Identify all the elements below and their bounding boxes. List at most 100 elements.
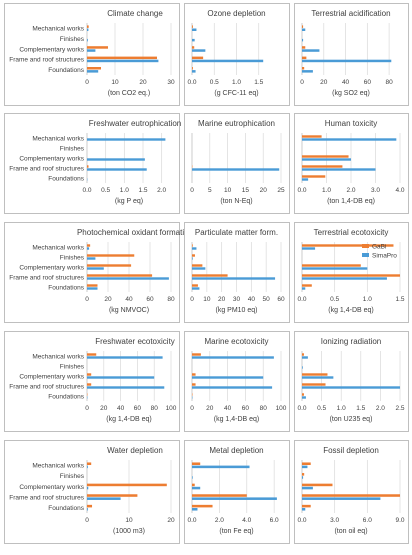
category-label: Foundations <box>48 505 85 512</box>
panel-title: Freshwater ecotoxicity <box>95 337 175 346</box>
chart-panel: Metal depletion 0.0 2.0 4.0 6.0 (ton Fe eq) <box>185 441 290 544</box>
panel-title: Water depletion <box>107 446 163 455</box>
tick-label: 6.0 <box>270 517 279 524</box>
tick-label: 2.0 <box>157 187 166 194</box>
category-label: Complementary works <box>19 155 84 162</box>
bar-simapro <box>192 70 196 72</box>
bar-gabi <box>192 67 193 69</box>
bar-simapro <box>192 277 275 279</box>
category-label: Complementary works <box>19 264 84 271</box>
category-label: Foundations <box>48 175 85 182</box>
bar-simapro <box>192 39 195 41</box>
bar-simapro <box>87 497 121 500</box>
category-label: Frame and roof structures <box>9 494 85 501</box>
bar-simapro <box>192 168 279 170</box>
bar-simapro <box>87 257 95 259</box>
tick-label: 1.0 <box>120 187 129 194</box>
panel-title: Fossil depletion <box>323 446 379 455</box>
bar-simapro <box>87 49 95 51</box>
bar-gabi <box>87 46 108 48</box>
tick-label: 2.0 <box>376 405 385 412</box>
bar-simapro <box>87 247 89 249</box>
bar-simapro <box>192 267 205 269</box>
panel-border <box>5 223 180 323</box>
bar-simapro <box>302 287 305 289</box>
tick-label: 25 <box>277 187 285 194</box>
bar-simapro <box>192 29 196 31</box>
axis-unit-label: (kg SO2 eq) <box>332 90 370 97</box>
bar-simapro <box>302 70 313 72</box>
tick-label: 10 <box>203 296 211 303</box>
panel-title: Marine eutrophication <box>198 119 275 128</box>
bar-gabi <box>192 264 202 266</box>
bar-simapro <box>87 158 145 160</box>
bar-gabi <box>192 383 196 385</box>
bar-simapro <box>87 60 158 62</box>
axis-unit-label: (kg P eq) <box>115 198 143 205</box>
tick-label: 50 <box>263 296 271 303</box>
category-label: Foundations <box>48 393 85 400</box>
bar-gabi <box>302 462 311 465</box>
tick-label: 20 <box>167 517 175 524</box>
tick-label: 0.0 <box>82 187 91 194</box>
tick-label: 2.5 <box>395 405 404 412</box>
legend-swatch-simapro <box>362 253 369 257</box>
tick-label: 10 <box>111 79 119 86</box>
bar-gabi <box>302 473 304 476</box>
tick-label: 20 <box>260 187 268 194</box>
panel-border <box>5 332 180 432</box>
category-label: Foundations <box>48 284 85 291</box>
bar-simapro <box>87 168 147 170</box>
tick-label: 40 <box>248 296 256 303</box>
tick-label: 0.0 <box>187 517 196 524</box>
tick-label: 10 <box>224 187 232 194</box>
panel-title: Climate change <box>107 9 163 18</box>
bar-gabi <box>302 57 306 59</box>
tick-label: 1.5 <box>254 79 263 86</box>
bar-gabi <box>192 484 195 487</box>
bar-gabi <box>87 353 96 355</box>
tick-label: 4.0 <box>395 187 404 194</box>
category-label: Frame and roof structures <box>9 57 85 64</box>
bar-gabi <box>302 505 311 508</box>
bar-gabi <box>192 25 193 27</box>
axis-unit-label: (ton U235 eq) <box>330 416 373 423</box>
bar-simapro <box>192 476 193 479</box>
tick-label: 0.5 <box>317 405 326 412</box>
tick-label: 0.0 <box>297 517 306 524</box>
bar-simapro <box>192 376 263 378</box>
tick-label: 0.5 <box>210 79 219 86</box>
tick-label: 2.0 <box>215 517 224 524</box>
bar-gabi <box>87 373 91 375</box>
tick-label: 10 <box>125 517 133 524</box>
bar-simapro <box>192 386 272 388</box>
category-label: Finishes <box>60 254 85 261</box>
bar-simapro <box>302 178 308 180</box>
bar-gabi <box>302 393 304 395</box>
bar-simapro <box>302 39 303 41</box>
bar-simapro <box>192 466 250 469</box>
bar-gabi <box>87 254 134 256</box>
panel-title: Metal depletion <box>209 446 263 455</box>
bar-gabi <box>87 505 92 508</box>
bar-simapro <box>87 29 88 31</box>
bar-gabi <box>302 353 304 355</box>
axis-unit-label: (ton Fe eq) <box>219 528 253 535</box>
tick-label: 0 <box>85 405 89 412</box>
tick-label: 4.0 <box>242 517 251 524</box>
panel-title: Marine ecotoxicity <box>204 337 268 346</box>
bar-simapro <box>302 366 303 368</box>
bar-gabi <box>87 494 137 497</box>
tick-label: 80 <box>151 405 159 412</box>
category-label: Complementary works <box>19 46 84 53</box>
tick-label: 60 <box>364 79 372 86</box>
tick-label: 30 <box>167 79 175 86</box>
axis-unit-label: (kg 1,4-DB eq) <box>106 416 152 423</box>
bar-simapro <box>192 257 193 259</box>
bar-simapro <box>302 247 315 249</box>
bar-gabi <box>302 25 303 27</box>
